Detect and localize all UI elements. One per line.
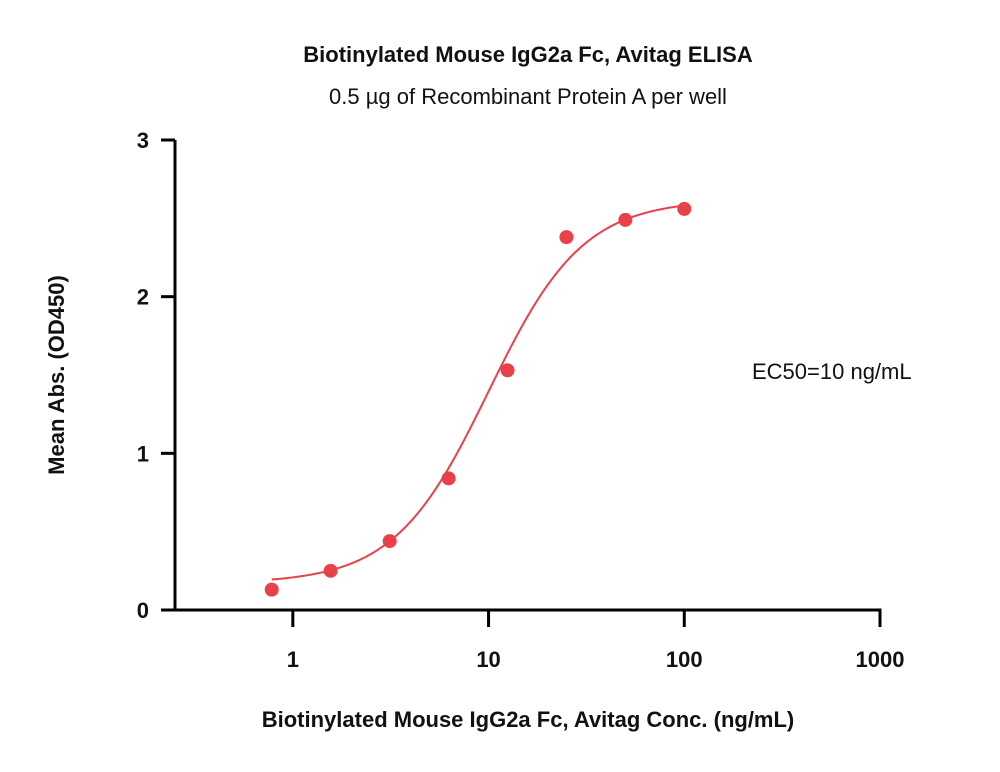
data-point bbox=[382, 534, 397, 549]
y-tick-label: 0 bbox=[137, 598, 149, 623]
x-ticks: 1 10 100 1000 bbox=[287, 610, 905, 672]
x-axis-label: Biotinylated Mouse IgG2a Fc, Avitag Conc… bbox=[262, 707, 795, 732]
y-axis-label: Mean Abs. (OD450) bbox=[44, 275, 69, 475]
ec50-annotation: EC50=10 ng/mL bbox=[752, 359, 912, 384]
y-tick-label: 3 bbox=[137, 128, 149, 153]
y-tick-label: 1 bbox=[137, 441, 149, 466]
fit-curve-layer bbox=[271, 204, 685, 581]
y-tick-label: 2 bbox=[137, 285, 149, 310]
data-point bbox=[264, 582, 279, 597]
chart-title: Biotinylated Mouse IgG2a Fc, Avitag ELIS… bbox=[303, 42, 753, 67]
x-tick-label: 1 bbox=[287, 647, 299, 672]
data-point bbox=[677, 201, 692, 216]
data-point bbox=[559, 230, 574, 245]
data-point bbox=[441, 471, 456, 486]
fit-curve bbox=[271, 204, 685, 581]
x-tick-label: 10 bbox=[476, 647, 500, 672]
chart-subtitle: 0.5 µg of Recombinant Protein A per well bbox=[329, 84, 727, 109]
data-point bbox=[323, 563, 338, 578]
data-points bbox=[264, 201, 692, 597]
y-ticks: 0 1 2 3 bbox=[137, 128, 175, 623]
x-tick-label: 100 bbox=[666, 647, 703, 672]
data-point bbox=[500, 363, 515, 378]
data-point bbox=[618, 212, 633, 227]
x-tick-label: 1000 bbox=[856, 647, 905, 672]
